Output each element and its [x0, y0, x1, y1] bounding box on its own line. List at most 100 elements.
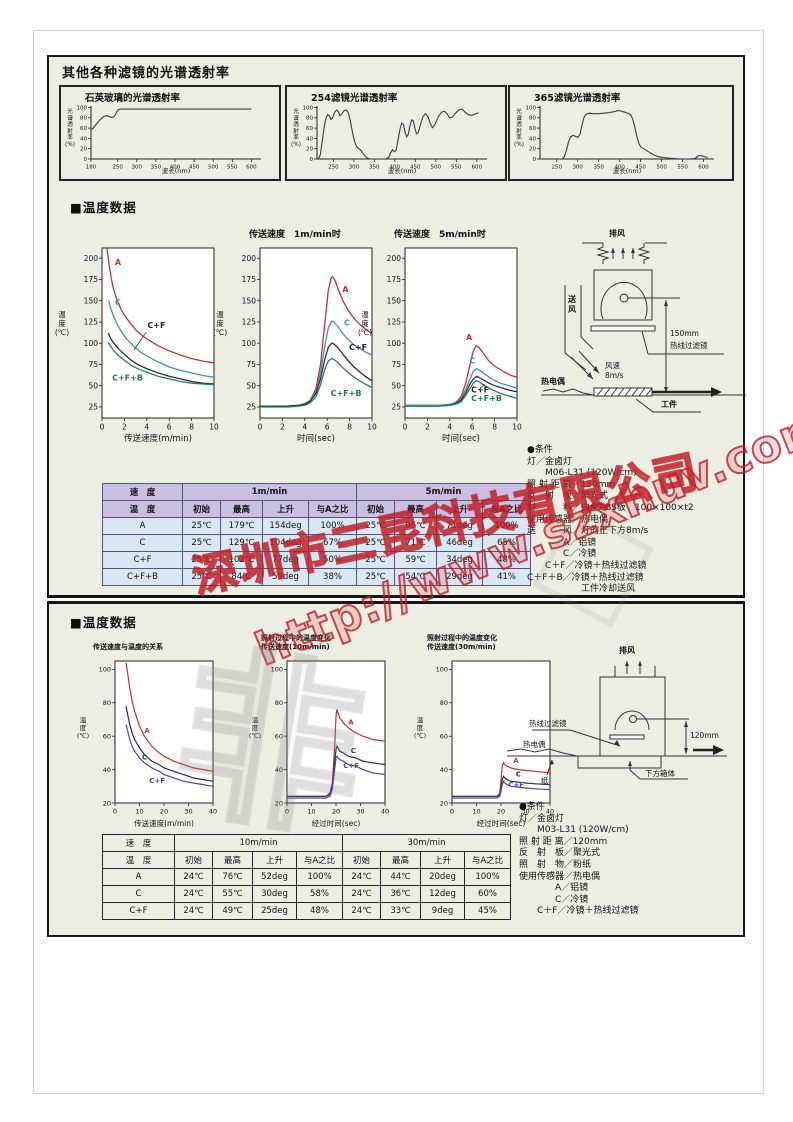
condition-line: ●条件	[519, 802, 545, 812]
svg-text:6: 6	[325, 423, 330, 432]
svg-text:A: A	[115, 258, 122, 267]
s1-chart-title: 传送速度与温度的关系	[93, 643, 163, 651]
temperature-table-2: 速 度 10m/min 30m/min 温 度初始 最高 上升 与A之比 初始 最高 上升 与A之比…	[102, 834, 511, 920]
svg-text:C: C	[142, 754, 147, 762]
svg-text:180: 180	[86, 165, 97, 171]
svg-text:C: C	[115, 298, 121, 307]
svg-text:A: A	[144, 727, 150, 735]
svg-text:40: 40	[381, 808, 389, 816]
svg-text:0: 0	[285, 808, 289, 816]
svg-text:450: 450	[410, 165, 421, 171]
filter365-chart-box: 365滤镜光谱透射率 光 谱 透 射 率 (%) 250 300 350 400 450…	[508, 85, 734, 181]
svg-text:175: 175	[242, 275, 257, 284]
svg-text:C+F+B: C+F+B	[112, 374, 143, 383]
condition-line: 照 射 物／粉纸	[519, 859, 592, 870]
svg-text:200: 200	[84, 254, 99, 263]
svg-text:75: 75	[246, 360, 256, 369]
svg-text:20: 20	[497, 808, 505, 816]
svg-text:250: 250	[552, 165, 563, 171]
svg-text:200: 200	[387, 254, 402, 263]
svg-text:时间(sec): 时间(sec)	[297, 433, 335, 442]
chart-svg: 0 10 20 30 40 20 40 60 80 100 经过时间(sec) AC C+F	[436, 660, 554, 828]
lower-box-label: 下方箱体	[645, 769, 675, 778]
chart-svg: 0 2 4 6 8 10 25 50 75 100 125 150 175 200 时间(sec) A C C+F…	[387, 247, 522, 444]
temp-change-30mmin-chart: 0 10 20 30 40 20 40 60 80 100 经过时间(sec) A C C+F	[428, 655, 556, 828]
svg-text:550: 550	[677, 165, 688, 171]
temperature-data-title-1: ■温度数据	[70, 200, 137, 215]
s2-chart-title: 照射过程中的温度变化 传送速度(10m/min)	[261, 634, 331, 651]
temp-vs-time-5mmin-chart: 0 2 4 6 8 10 25 50 75 100 125 150 175 200 时间(sec) A C C+F…	[377, 242, 523, 444]
chart-svg: 0 10 20 30 40 20 40 60 80 100 传送速度(m/min) A C C+F	[99, 660, 217, 828]
condition-line: M06-L31 (120W/cm)	[527, 468, 637, 479]
t1-y-axis-label: 温 度 (℃)	[54, 310, 70, 337]
condition-line: C＋F＋B／冷镜＋热线过滤镜	[527, 572, 644, 583]
scan-page-edge	[33, 30, 764, 1094]
temp-change-10mmin-chart: 0 10 20 30 40 20 40 60 80 100 经过时间(sec) A C C+F	[263, 655, 391, 828]
svg-text:20: 20	[160, 808, 168, 816]
svg-text:450: 450	[635, 165, 646, 171]
condition-line: 灯／金卤灯	[527, 456, 573, 467]
svg-text:125: 125	[242, 318, 257, 327]
svg-text:60: 60	[306, 126, 313, 132]
svg-text:6: 6	[470, 423, 475, 432]
svg-text:400: 400	[170, 165, 181, 171]
svg-text:350: 350	[151, 165, 162, 171]
s3-chart-title: 照射过程中的温度变化 传送速度(30m/min)	[427, 634, 497, 651]
svg-text:300: 300	[132, 165, 143, 171]
filter365-y-axis-label: 光 谱 透 射 率 (%)	[513, 109, 525, 148]
svg-text:C: C	[344, 318, 350, 327]
chart-svg: 180 250 300 350 400 450 500 550 600 0 20 40 60 80 100 波…	[77, 105, 261, 175]
quartz-y-axis-label: 光 谱 透 射 率 (%)	[64, 109, 76, 148]
svg-text:600: 600	[698, 165, 709, 171]
svg-text:10: 10	[367, 423, 377, 432]
thermocouple-label: 热电偶	[541, 377, 565, 386]
svg-text:80: 80	[529, 116, 536, 122]
svg-text:25: 25	[391, 403, 401, 412]
measurement-diagram-1-svg	[541, 242, 746, 413]
section1-title: 其他各种滤镜的光谱透射率	[62, 66, 231, 81]
condition-line: 反 射 板／聚光式	[519, 848, 601, 859]
filter365-transmittance-chart: 250 300 350 400 450 500 550 600 0 20 40 60 80 100 波长(n…	[524, 102, 724, 175]
svg-text:300: 300	[572, 165, 583, 171]
quartz-transmittance-chart: 180 250 300 350 400 450 500 550 600 0 20 40 60 80 100 波…	[75, 102, 271, 175]
svg-text:0: 0	[533, 157, 537, 163]
svg-text:80: 80	[440, 699, 448, 707]
table-subheader-row: 温 度初始 最高 上升 与A之比 初始 最高 上升 与A之比	[102, 500, 532, 518]
filter254-chart-title: 254滤镜光谱透射率	[311, 93, 398, 104]
svg-text:传送速度(m/min): 传送速度(m/min)	[134, 818, 194, 827]
svg-text:100: 100	[99, 666, 111, 674]
svg-text:经过时间(sec): 经过时间(sec)	[477, 818, 526, 827]
svg-text:20: 20	[306, 147, 313, 153]
condition-line: 工件冷却送风	[527, 584, 636, 595]
filter254-y-axis-label: 光 谱 透 射 率 (%)	[290, 109, 302, 148]
svg-text:A: A	[466, 333, 473, 342]
svg-text:2: 2	[425, 423, 430, 432]
svg-text:4: 4	[144, 423, 149, 432]
svg-text:10: 10	[135, 808, 143, 816]
svg-text:波长(nm): 波长(nm)	[613, 166, 642, 174]
svg-text:10: 10	[209, 423, 219, 432]
svg-text:400: 400	[614, 165, 625, 171]
svg-text:A: A	[342, 285, 349, 294]
svg-text:60: 60	[103, 733, 111, 741]
svg-text:2: 2	[122, 423, 127, 432]
svg-text:40: 40	[103, 766, 111, 774]
measurement-diagram-1: 排风 送风 150mm 热线过滤镜 风速 8m/s 热电偶 工件	[541, 229, 746, 429]
exhaust-label: 排风	[609, 229, 625, 238]
svg-text:100: 100	[271, 666, 283, 674]
condition-line: 使用传感器／热电偶	[527, 514, 609, 525]
svg-text:2: 2	[280, 423, 285, 432]
condition-line: M03-L31 (120W/cm)	[519, 825, 629, 836]
condition-line: C／冷镜	[519, 894, 589, 905]
conditions-list-2: ●条件 灯／金卤灯 M03-L31 (120W/cm) 照 射 距 离／120mm 反…	[519, 802, 638, 918]
svg-text:100: 100	[303, 105, 314, 111]
svg-text:50: 50	[391, 381, 401, 390]
table-row: C+F+B 25℃ 84℃ 59deg 38% 25℃ 54℃ 29deg 41%	[102, 568, 532, 586]
svg-text:60: 60	[529, 126, 536, 132]
svg-text:200: 200	[242, 254, 257, 263]
condition-line: ●条件	[527, 445, 553, 455]
condition-line: A／铝镜	[527, 537, 597, 548]
condition-line: 送 风／灯的正下方8m/s	[527, 526, 649, 537]
svg-text:40: 40	[80, 136, 87, 142]
table-row: C+F 25℃ 102℃ 77deg 50% 25℃ 59℃ 34deg 48%	[102, 551, 532, 569]
